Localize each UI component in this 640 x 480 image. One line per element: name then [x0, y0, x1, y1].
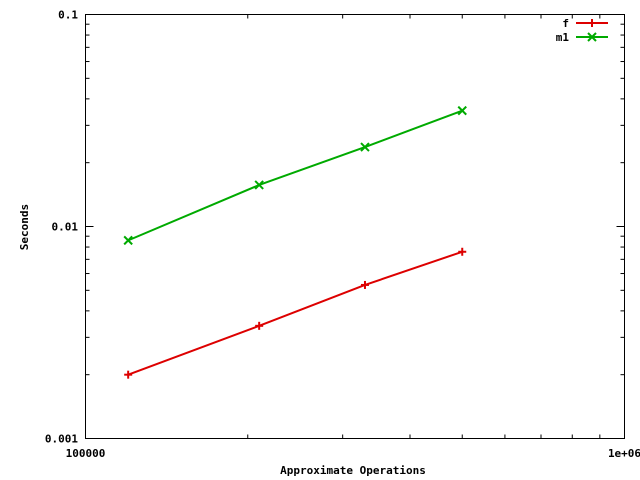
y-axis-label: Seconds — [18, 204, 31, 250]
legend: fm1 — [556, 17, 608, 44]
series-layer — [123, 105, 467, 379]
y-tick-label-0-001: 0.001 — [45, 433, 78, 446]
tick-layer: 100000 1e+06 0.001 0.01 0.1 — [45, 9, 640, 461]
legend-label-m1: m1 — [556, 31, 570, 44]
series-f-line — [127, 250, 464, 376]
y-tick-label-0-1: 0.1 — [58, 9, 78, 22]
plot-frame — [85, 14, 625, 439]
x-axis-label: Approximate Operations — [280, 464, 426, 477]
series-m1-point-3-d2 — [360, 142, 370, 152]
series-m1-point-4-d2 — [457, 105, 467, 116]
legend-marker-m1-d2 — [587, 32, 597, 42]
x-tick-label-1e-06: 1e+06 — [608, 447, 640, 460]
series-m1-point-2-d2 — [254, 180, 264, 190]
legend-label-f: f — [562, 17, 569, 30]
x-tick-label-100000: 100000 — [66, 447, 106, 460]
series-m1-point-1-d2 — [123, 235, 133, 246]
series-m1-line — [127, 109, 464, 242]
y-tick-label-0-01: 0.01 — [52, 221, 79, 234]
